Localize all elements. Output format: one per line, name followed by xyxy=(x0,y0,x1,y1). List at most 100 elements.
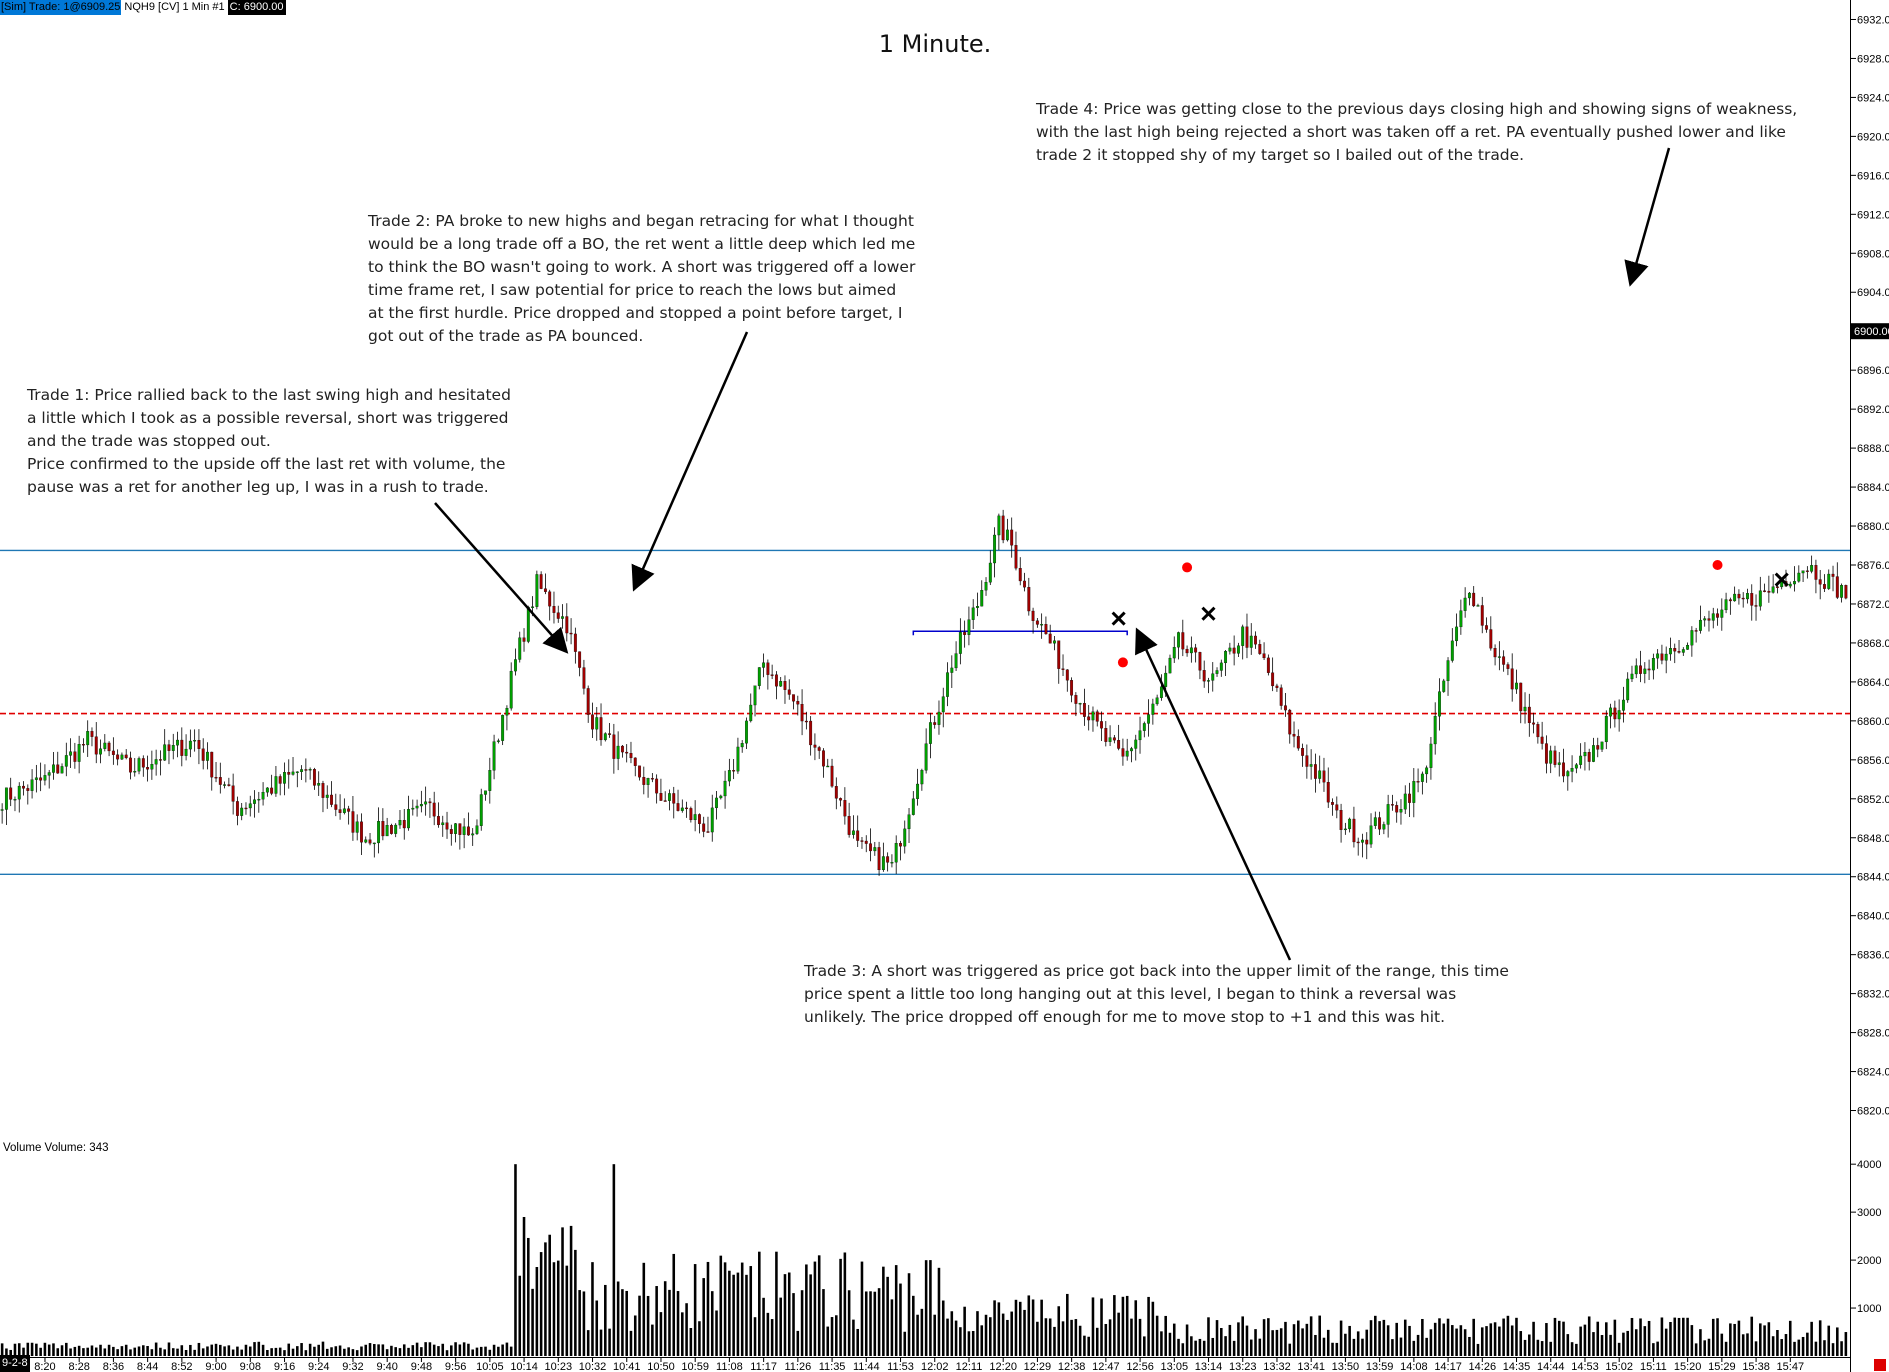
volume-bar xyxy=(1506,1315,1510,1356)
candle xyxy=(278,774,282,796)
volume-bar xyxy=(1784,1334,1788,1356)
volume-bar xyxy=(672,1253,676,1356)
volume-bar xyxy=(963,1306,966,1356)
candle-body xyxy=(1027,587,1031,612)
candle-body xyxy=(903,828,907,847)
candle-body xyxy=(800,704,804,722)
candle-body xyxy=(911,798,915,815)
volume-bar xyxy=(1831,1343,1835,1356)
candle xyxy=(1121,738,1125,766)
candle-body xyxy=(1805,570,1809,572)
volume-bar xyxy=(1331,1342,1334,1356)
candle xyxy=(188,729,192,758)
volume-bar xyxy=(1326,1329,1330,1356)
candle xyxy=(1549,745,1553,774)
volume-bar xyxy=(753,1317,757,1356)
volume-bar xyxy=(629,1330,633,1356)
volume-bar xyxy=(47,1344,51,1356)
candle-body xyxy=(116,754,120,760)
volume-bar xyxy=(1322,1337,1326,1356)
volume-bar xyxy=(1472,1318,1475,1356)
candle xyxy=(124,749,128,760)
price-tick-label: 6868.00 xyxy=(1857,638,1889,650)
candle-body xyxy=(877,847,881,871)
candle-body xyxy=(389,825,393,834)
time-tick-label: 10:50 xyxy=(647,1361,675,1372)
candle-body xyxy=(526,606,530,642)
candle xyxy=(197,729,201,765)
candle xyxy=(1219,659,1223,677)
volume-bar xyxy=(450,1345,453,1356)
volume-bar xyxy=(189,1344,192,1356)
time-tick-label: 11:35 xyxy=(819,1361,846,1372)
candle-body xyxy=(1057,640,1061,669)
candle-body xyxy=(1386,804,1390,825)
candle-body xyxy=(1746,593,1749,600)
volume-bar xyxy=(946,1318,949,1356)
time-tick-label: 15:20 xyxy=(1674,1361,1702,1372)
volume-bar xyxy=(997,1302,1001,1356)
candle xyxy=(1232,635,1236,666)
candle-body xyxy=(398,820,402,826)
candle xyxy=(402,809,406,840)
candle-body xyxy=(1369,825,1373,845)
candle-body xyxy=(1733,593,1737,602)
candle xyxy=(770,664,774,680)
candle-body xyxy=(1651,658,1655,671)
candle-body xyxy=(1566,771,1570,777)
candle xyxy=(1382,821,1386,835)
time-tick-label: 11:08 xyxy=(716,1361,743,1372)
candle-body xyxy=(1343,828,1347,831)
volume-bar xyxy=(1194,1340,1197,1356)
candle xyxy=(1211,662,1215,692)
volume-bar xyxy=(171,1348,175,1356)
candle-body xyxy=(702,823,706,832)
volume-bar xyxy=(364,1344,368,1356)
volume-bar xyxy=(1459,1325,1463,1356)
time-tick-label: 8:28 xyxy=(68,1361,89,1372)
volume-bar xyxy=(505,1342,509,1356)
volume-bar xyxy=(1301,1328,1304,1356)
candle xyxy=(646,777,650,798)
volume-bar xyxy=(591,1262,594,1356)
volume-bar xyxy=(1502,1318,1505,1356)
candle-body xyxy=(304,769,308,771)
instrument-trade-label[interactable]: [Sim] Trade: 1@6909.25 xyxy=(0,0,122,15)
volume-bar xyxy=(616,1281,620,1356)
candle-body xyxy=(646,778,650,785)
candle xyxy=(907,807,911,844)
candle xyxy=(539,571,543,590)
candle-body xyxy=(1031,610,1035,621)
candle xyxy=(1737,589,1741,605)
trade3-exit-x xyxy=(1774,572,1789,587)
volume-bar xyxy=(1617,1342,1621,1356)
candle xyxy=(1827,569,1831,591)
volume-bar xyxy=(1438,1318,1441,1356)
candle-body xyxy=(351,811,355,833)
price-tick-label: 6888.00 xyxy=(1857,443,1889,455)
candle xyxy=(150,750,154,780)
volume-bar xyxy=(1036,1321,1039,1356)
volume-bar xyxy=(1741,1334,1745,1356)
candle-body xyxy=(146,767,150,770)
candle-body xyxy=(1207,680,1210,682)
volume-bar xyxy=(1780,1339,1783,1356)
volume-bar xyxy=(1091,1297,1095,1356)
candle xyxy=(1361,833,1364,858)
time-tick-label: 9:32 xyxy=(342,1361,363,1372)
candle xyxy=(116,749,120,766)
candle-body xyxy=(338,809,342,813)
candle xyxy=(86,720,90,757)
candle xyxy=(899,840,902,861)
volume-bar xyxy=(1403,1319,1407,1356)
candle-body xyxy=(655,778,659,794)
candle xyxy=(928,712,932,759)
candle xyxy=(1797,565,1801,583)
candle xyxy=(1279,684,1283,710)
candle xyxy=(355,814,359,841)
volume-bar xyxy=(210,1344,214,1356)
volume-bar xyxy=(398,1348,402,1356)
candle-body xyxy=(1361,839,1364,843)
candle xyxy=(13,796,17,812)
